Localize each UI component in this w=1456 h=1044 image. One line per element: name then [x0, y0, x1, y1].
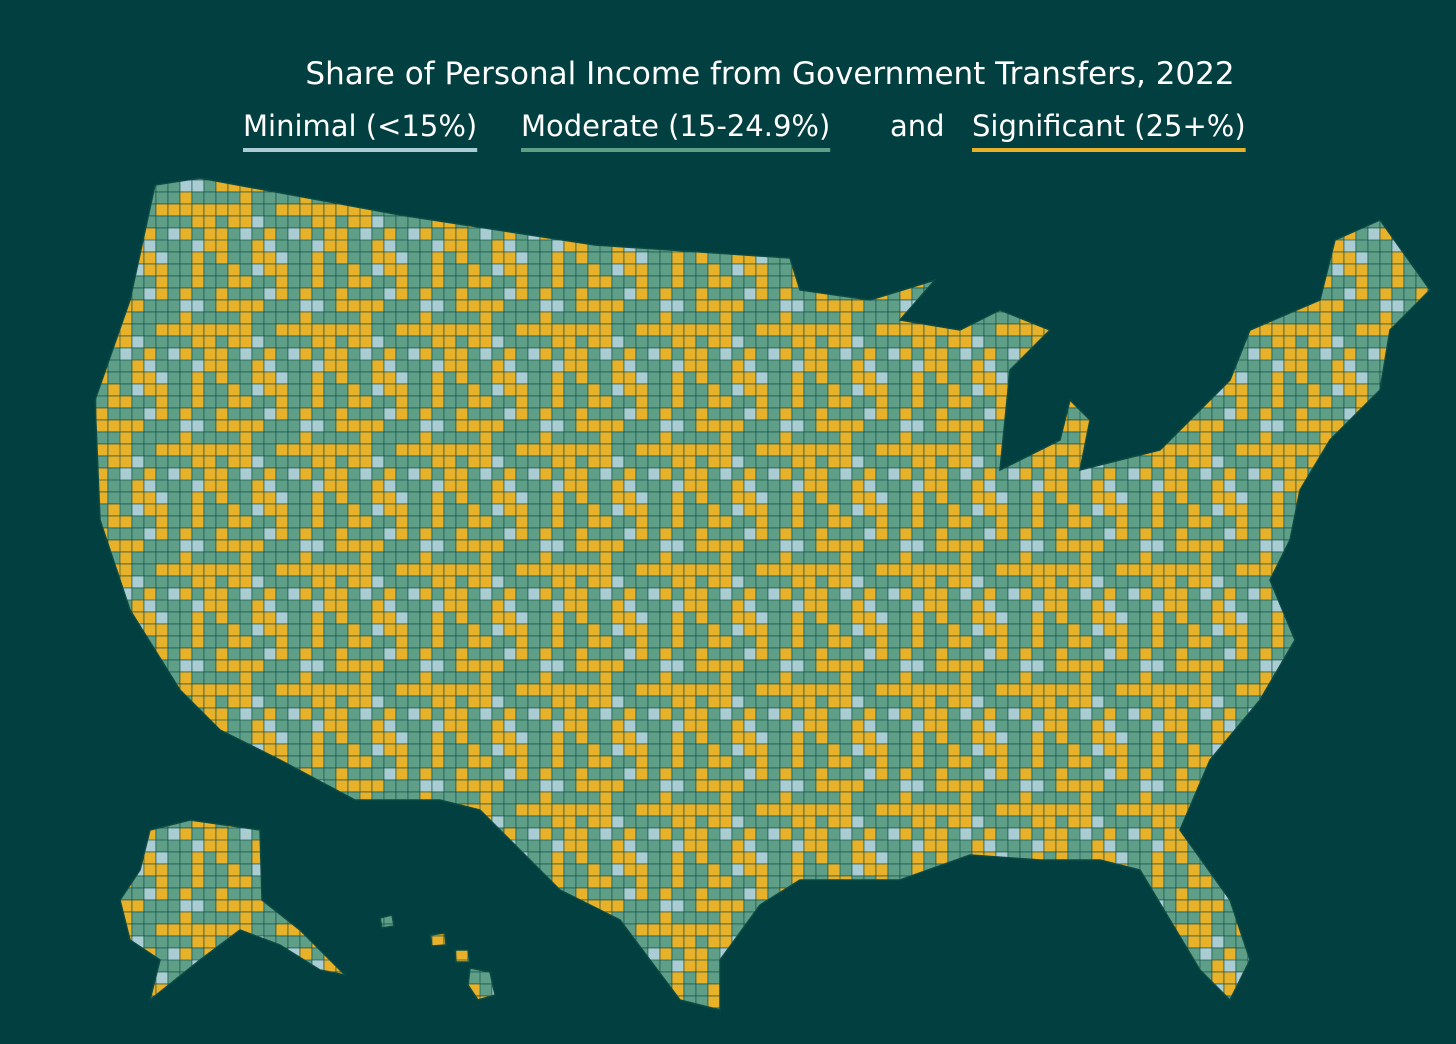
legend: Minimal (<15%) Moderate (15-24.9%) Signifi…	[243, 109, 1246, 152]
map	[94, 177, 1431, 1011]
legend-label: Moderate (15-24.9%)	[521, 109, 830, 143]
legend-underline	[972, 148, 1246, 152]
hawaii	[379, 914, 496, 1001]
legend-label: Minimal (<15%)	[243, 109, 477, 143]
map-title: Share of Personal Income from Government…	[305, 56, 1234, 92]
legend-underline	[521, 148, 831, 152]
alaska	[119, 819, 348, 1002]
legend-underline	[243, 148, 478, 152]
legend-label: Significant (25+%)	[972, 109, 1246, 143]
legend-connector: and	[890, 109, 945, 143]
contiguous-us	[94, 177, 1431, 1011]
